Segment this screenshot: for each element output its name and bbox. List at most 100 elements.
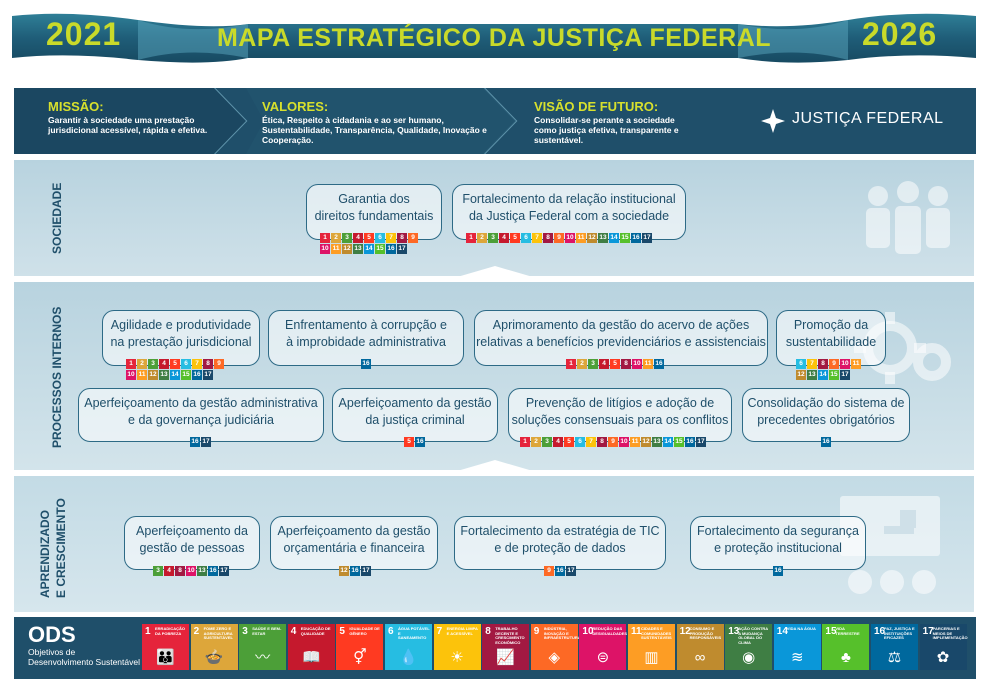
sdg-badges-consolidacao: 16 — [821, 437, 831, 447]
objective-tic[interactable]: Fortalecimento da estratégia de TIC e de… — [454, 516, 666, 570]
sdg-badge-17: 17 — [201, 437, 211, 447]
objective-consolidacao[interactable]: Consolidação do sistema de precedentes o… — [742, 388, 910, 442]
ods-tile-6: 6 ÁGUA POTÁVEL E SANEAMENTO 💧 — [385, 624, 432, 670]
ods-subtitle-line-2: Desenvolvimento Sustentável — [28, 657, 140, 667]
sdg-badge-12: 12 — [342, 244, 352, 254]
sdg-badges-aperf-criminal: 5 16 — [404, 437, 425, 447]
sdg-badge-6: 6 — [181, 359, 191, 369]
objective-pessoas[interactable]: Aperfeiçoamento da gestão de pessoas — [124, 516, 260, 570]
objective-text-line: e de proteção de dados — [494, 541, 626, 555]
objective-text-line: Garantia dos — [338, 192, 410, 206]
sdg-badges-aperf-admin: 16 17 — [190, 437, 211, 447]
ods-tile-label: ERRADICAÇÃO DA POBREZA — [155, 626, 185, 636]
ods-tile-label: CONSUMO E PRODUÇÃO RESPONSÁVEIS — [689, 626, 722, 640]
ods-tile-3: 3 SAÚDE E BEM-ESTAR 〰 — [239, 624, 287, 670]
objective-seguranca[interactable]: Fortalecimento da segurança e proteção i… — [690, 516, 866, 570]
sdg-badge-9: 9 — [554, 233, 564, 243]
ods-tile-label: ÁGUA POTÁVEL E SANEAMENTO — [398, 626, 430, 640]
sdg-badge-17: 17 — [361, 566, 371, 576]
ods-tile-15: 15 VIDA TERRESTRE ♣ — [822, 624, 870, 670]
sdg-badge-17: 17 — [203, 370, 213, 380]
ods-tile-2: 2 FOME ZERO E AGRICULTURA SUSTENTÁVEL 🍲 — [190, 624, 238, 670]
sdg-badge-8: 8 — [818, 359, 828, 369]
sdg-badge-16: 16 — [555, 566, 565, 576]
sdg-badge-5: 5 — [364, 233, 374, 243]
objective-prevencao[interactable]: Prevenção de litígios e adoção de soluçõ… — [508, 388, 732, 442]
sdg-badge-16: 16 — [654, 359, 664, 369]
sdg-badge-5: 5 — [404, 437, 414, 447]
sdg-badge-16: 16 — [192, 370, 202, 380]
sdg-badge-17: 17 — [642, 233, 652, 243]
sdg-badge-12: 12 — [587, 233, 597, 243]
sdg-badge-7: 7 — [532, 233, 542, 243]
objective-text-line: Prevenção de litígios e adoção de — [525, 396, 715, 410]
ods-tile-number: 5 — [339, 626, 345, 637]
sdg-badge-3: 3 — [588, 359, 598, 369]
sdg-badge-16: 16 — [190, 437, 200, 447]
sdg-badges-orcamentaria: 12 16 17 — [339, 566, 371, 576]
sdg-badge-14: 14 — [818, 370, 828, 380]
separator-arrow — [440, 266, 550, 282]
sdg-badge-15: 15 — [674, 437, 684, 447]
ods-tile-label: FOME ZERO E AGRICULTURA SUSTENTÁVEL — [203, 626, 233, 640]
sdg-badge-10: 10 — [565, 233, 575, 243]
objective-text-line: na prestação jurisdicional — [110, 335, 252, 349]
objective-text-line: gestão de pessoas — [139, 541, 245, 555]
sdg-badge-12: 12 — [148, 370, 158, 380]
objective-orcamentaria[interactable]: Aperfeiçoamento da gestão orçamentária e… — [270, 516, 438, 570]
sdg-badge-8: 8 — [397, 233, 407, 243]
ods-tile-label: VIDA TERRESTRE — [835, 626, 860, 636]
sdg-badge-13: 13 — [197, 566, 207, 576]
objective-garantia[interactable]: Garantia dos direitos fundamentais — [306, 184, 442, 240]
sdg-badge-13: 13 — [159, 370, 169, 380]
objective-aperf-criminal[interactable]: Aperfeiçoamento da gestão da justiça cri… — [332, 388, 498, 442]
objective-text-line: Fortalecimento da segurança — [697, 524, 859, 538]
ods-tile-number: 10 — [582, 626, 594, 637]
objective-aprimoramento[interactable]: Aprimoramento da gestão do acervo de açõ… — [474, 310, 768, 366]
ods-tile-icon: ◈ — [548, 649, 561, 666]
objective-text-line: Agilidade e produtividade — [110, 318, 252, 332]
objective-agilidade[interactable]: Agilidade e produtividade na prestação j… — [102, 310, 260, 366]
ods-tile-icon: ∞ — [694, 649, 706, 666]
sdg-badge-15: 15 — [829, 370, 839, 380]
sdg-badge-4: 4 — [353, 233, 363, 243]
justica-federal-logo-text: JUSTIÇA FEDERAL — [792, 110, 944, 127]
ods-tile-7: 7 ENERGIA LIMPA E ACESSÍVEL ☀ — [433, 624, 481, 670]
objective-promocao[interactable]: Promoção da sustentabilidade — [776, 310, 886, 366]
ods-tile-icon: ✿ — [936, 649, 950, 666]
sdg-badge-14: 14 — [609, 233, 619, 243]
sdg-badges-aprimoramento: 1 2 3 4 5 8 10 11 16 — [566, 359, 664, 369]
ods-tile-9: 9 INDÚSTRIA, INOVAÇÃO E INFRAESTRUTURA ◈ — [530, 624, 581, 670]
objective-text-line: Fortalecimento da estratégia de TIC — [460, 524, 660, 538]
sdg-badge-8: 8 — [203, 359, 213, 369]
sdg-badge-3: 3 — [148, 359, 158, 369]
sdg-badge-10: 10 — [126, 370, 136, 380]
sdg-badge-17: 17 — [566, 566, 576, 576]
sdg-badge-16: 16 — [821, 437, 831, 447]
sdg-badges-agilidade: 1 2 3 4 5 6 7 8 9 10 11 12 13 14 15 16 17 — [126, 359, 225, 380]
gears-icon — [854, 312, 951, 384]
sdg-badge-17: 17 — [397, 244, 407, 254]
sdg-badge-1: 1 — [566, 359, 576, 369]
ods-tile-label: SAÚDE E BEM-ESTAR — [252, 626, 282, 636]
sdg-badge-3: 3 — [542, 437, 552, 447]
mission-title: MISSÃO: — [48, 99, 104, 114]
ods-tile-1: 1 ERRADICAÇÃO DA POBREZA 👪 — [142, 624, 189, 670]
objective-enfrentamento[interactable]: Enfrentamento à corrupção e à improbidad… — [268, 310, 464, 366]
objective-fortalecimento-relacao[interactable]: Fortalecimento da relação institucional … — [452, 184, 686, 240]
sdg-badge-1: 1 — [520, 437, 530, 447]
vision-text: Consolidar-se perante a sociedade como j… — [534, 115, 679, 145]
ods-tile-number: 7 — [436, 626, 443, 637]
sdg-badge-5: 5 — [610, 359, 620, 369]
sdg-badges-enfrentamento: 16 — [361, 359, 371, 369]
sdg-badge-10: 10 — [840, 359, 850, 369]
ods-tile-number: 11 — [631, 626, 642, 637]
sdg-badge-9: 9 — [214, 359, 224, 369]
objective-aperf-admin[interactable]: Aperfeiçoamento da gestão administrativa… — [78, 388, 324, 442]
sdg-badges-prevencao: 1 2 3 4 5 6 7 8 9 10 11 12 13 14 15 16 17 — [520, 437, 706, 447]
ods-tile-number: 13 — [728, 626, 740, 637]
sdg-badge-14: 14 — [170, 370, 180, 380]
objective-text-line: sustentabilidade — [785, 335, 877, 349]
ods-tile-number: 16 — [874, 626, 886, 637]
sdg-badge-16: 16 — [386, 244, 396, 254]
